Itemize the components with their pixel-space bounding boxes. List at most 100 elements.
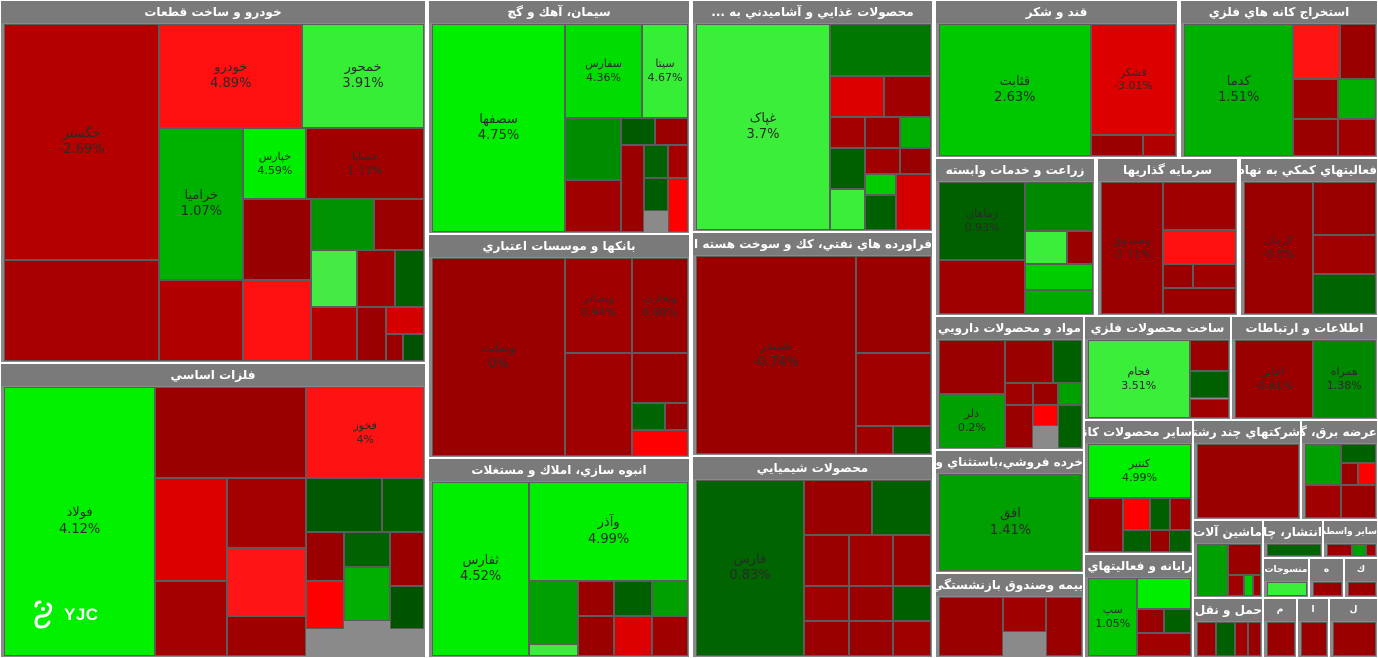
stock-tile[interactable]	[1339, 24, 1376, 80]
stock-tile[interactable]	[155, 387, 307, 479]
stock-tile[interactable]	[386, 334, 403, 361]
stock-tile[interactable]: خرامیا 1.07%	[159, 128, 244, 281]
stock-tile[interactable]	[577, 615, 614, 656]
sector-title[interactable]: بانكها و موسسات اعتباري	[429, 235, 689, 257]
stock-tile[interactable]	[565, 180, 622, 232]
stock-tile[interactable]	[159, 280, 244, 361]
stock-tile[interactable]	[226, 478, 307, 549]
stock-tile[interactable]	[1301, 622, 1327, 656]
stock-tile[interactable]	[1025, 263, 1093, 291]
sector-title[interactable]: سرمايه گذاريها	[1098, 159, 1237, 181]
stock-tile[interactable]: خودرو 4.89%	[159, 24, 303, 129]
stock-tile[interactable]	[829, 116, 866, 148]
stock-tile[interactable]	[1312, 182, 1376, 235]
stock-tile[interactable]	[577, 581, 614, 616]
stock-tile[interactable]: افق 1.41%	[939, 474, 1082, 571]
stock-tile[interactable]	[939, 340, 1005, 394]
stock-tile[interactable]	[939, 597, 1004, 656]
stock-tile[interactable]	[373, 199, 424, 250]
sector-title[interactable]: ساير محصولات كاني غيرفلزي	[1085, 421, 1192, 443]
sector-title[interactable]: زراعت و خدمات وابسته	[936, 159, 1094, 181]
stock-tile[interactable]	[1189, 340, 1229, 372]
stock-tile[interactable]	[1090, 134, 1143, 156]
sector-title[interactable]: فعاليتهاي كمكي به نهادهاي مالي واسط	[1241, 159, 1377, 181]
stock-tile[interactable]	[243, 199, 311, 281]
stock-tile[interactable]	[1340, 462, 1359, 485]
stock-tile[interactable]	[1025, 230, 1067, 264]
sector-title[interactable]: ماشين آلات و تجهيزات	[1194, 521, 1262, 543]
stock-tile[interactable]	[356, 249, 395, 308]
sector-title[interactable]: فلزات اساسي	[1, 364, 425, 386]
sector-title[interactable]: بيمه وصندوق بازنشستگي	[936, 574, 1083, 596]
stock-tile[interactable]	[804, 480, 873, 535]
stock-tile[interactable]	[613, 581, 653, 616]
stock-tile[interactable]	[865, 116, 901, 148]
sector-title[interactable]: فراورده هاي نفتي، كك و سوخت هسته اي	[693, 233, 932, 255]
stock-tile[interactable]	[1351, 544, 1367, 556]
stock-tile[interactable]	[1163, 263, 1193, 288]
sector-title[interactable]: محصولات شيميايي	[693, 457, 932, 479]
stock-tile[interactable]	[155, 580, 227, 656]
stock-tile[interactable]	[865, 194, 896, 230]
stock-tile[interactable]	[310, 249, 357, 308]
stock-tile[interactable]: وبصادر 0.94%	[565, 258, 632, 354]
stock-tile[interactable]: زماهان 0.93%	[939, 182, 1026, 260]
stock-tile[interactable]: کدما 1.51%	[1184, 24, 1294, 156]
sector-title[interactable]: استخراج كانه هاي فلزي	[1181, 1, 1377, 23]
stock-tile[interactable]	[356, 307, 387, 361]
stock-tile[interactable]	[529, 643, 578, 656]
stock-tile[interactable]	[4, 259, 160, 361]
stock-tile[interactable]	[1312, 234, 1376, 275]
stock-tile[interactable]	[804, 620, 849, 656]
stock-tile[interactable]	[565, 353, 632, 456]
stock-tile[interactable]	[1366, 544, 1376, 556]
stock-tile[interactable]	[893, 620, 931, 656]
stock-tile[interactable]	[652, 581, 688, 616]
stock-tile[interactable]	[644, 144, 668, 178]
stock-tile[interactable]: سیتا 4.67%	[641, 24, 688, 118]
stock-tile[interactable]	[1340, 484, 1376, 518]
stock-tile[interactable]	[631, 402, 665, 431]
stock-tile[interactable]	[306, 532, 345, 581]
stock-tile[interactable]	[1293, 24, 1340, 80]
stock-tile[interactable]: خپارس 4.59%	[243, 128, 307, 200]
stock-tile[interactable]: خمحور 3.91%	[302, 24, 424, 129]
stock-tile[interactable]	[1333, 622, 1376, 656]
stock-tile[interactable]: قثابت 2.63%	[939, 24, 1091, 156]
stock-tile[interactable]	[865, 174, 896, 195]
sector-title[interactable]: رايانه و فعاليتهاي وابسته به آن	[1085, 555, 1192, 577]
stock-tile[interactable]	[939, 259, 1026, 314]
stock-tile[interactable]	[1227, 544, 1261, 576]
sector-title[interactable]: خودرو و ساخت قطعات	[1, 1, 425, 23]
stock-tile[interactable]	[1305, 484, 1341, 518]
stock-tile[interactable]	[829, 24, 931, 76]
stock-tile[interactable]	[1337, 79, 1376, 120]
stock-tile[interactable]	[390, 532, 424, 587]
stock-tile[interactable]	[1033, 404, 1058, 427]
stock-tile[interactable]	[829, 75, 884, 117]
stock-tile[interactable]	[865, 147, 901, 175]
stock-tile[interactable]	[403, 334, 424, 361]
stock-tile[interactable]	[1348, 582, 1376, 596]
stock-tile[interactable]	[804, 585, 849, 621]
stock-tile[interactable]	[1305, 444, 1341, 485]
stock-tile[interactable]	[1142, 134, 1176, 156]
stock-tile[interactable]	[226, 615, 307, 656]
stock-tile[interactable]	[848, 620, 894, 656]
stock-tile[interactable]	[652, 615, 688, 656]
sector-title[interactable]: اطلاعات و ارتباطات	[1232, 317, 1377, 339]
stock-tile[interactable]	[829, 188, 866, 230]
stock-tile[interactable]	[848, 585, 894, 621]
stock-tile[interactable]	[310, 199, 374, 250]
stock-tile[interactable]	[1197, 622, 1217, 656]
stock-tile[interactable]	[1149, 530, 1171, 552]
stock-tile[interactable]	[884, 75, 931, 117]
sector-title[interactable]: ساخت محصولات فلزي	[1085, 317, 1230, 339]
stock-tile[interactable]: وتجارت 0.98%	[631, 258, 688, 354]
sector-title[interactable]: خرده فروشي،باستثناي وسايل نقليه موتور	[936, 451, 1083, 473]
stock-tile[interactable]	[654, 117, 688, 145]
stock-tile[interactable]	[1046, 597, 1082, 656]
stock-tile[interactable]	[664, 402, 688, 431]
stock-tile[interactable]	[1340, 444, 1376, 463]
stock-tile[interactable]	[306, 478, 382, 533]
